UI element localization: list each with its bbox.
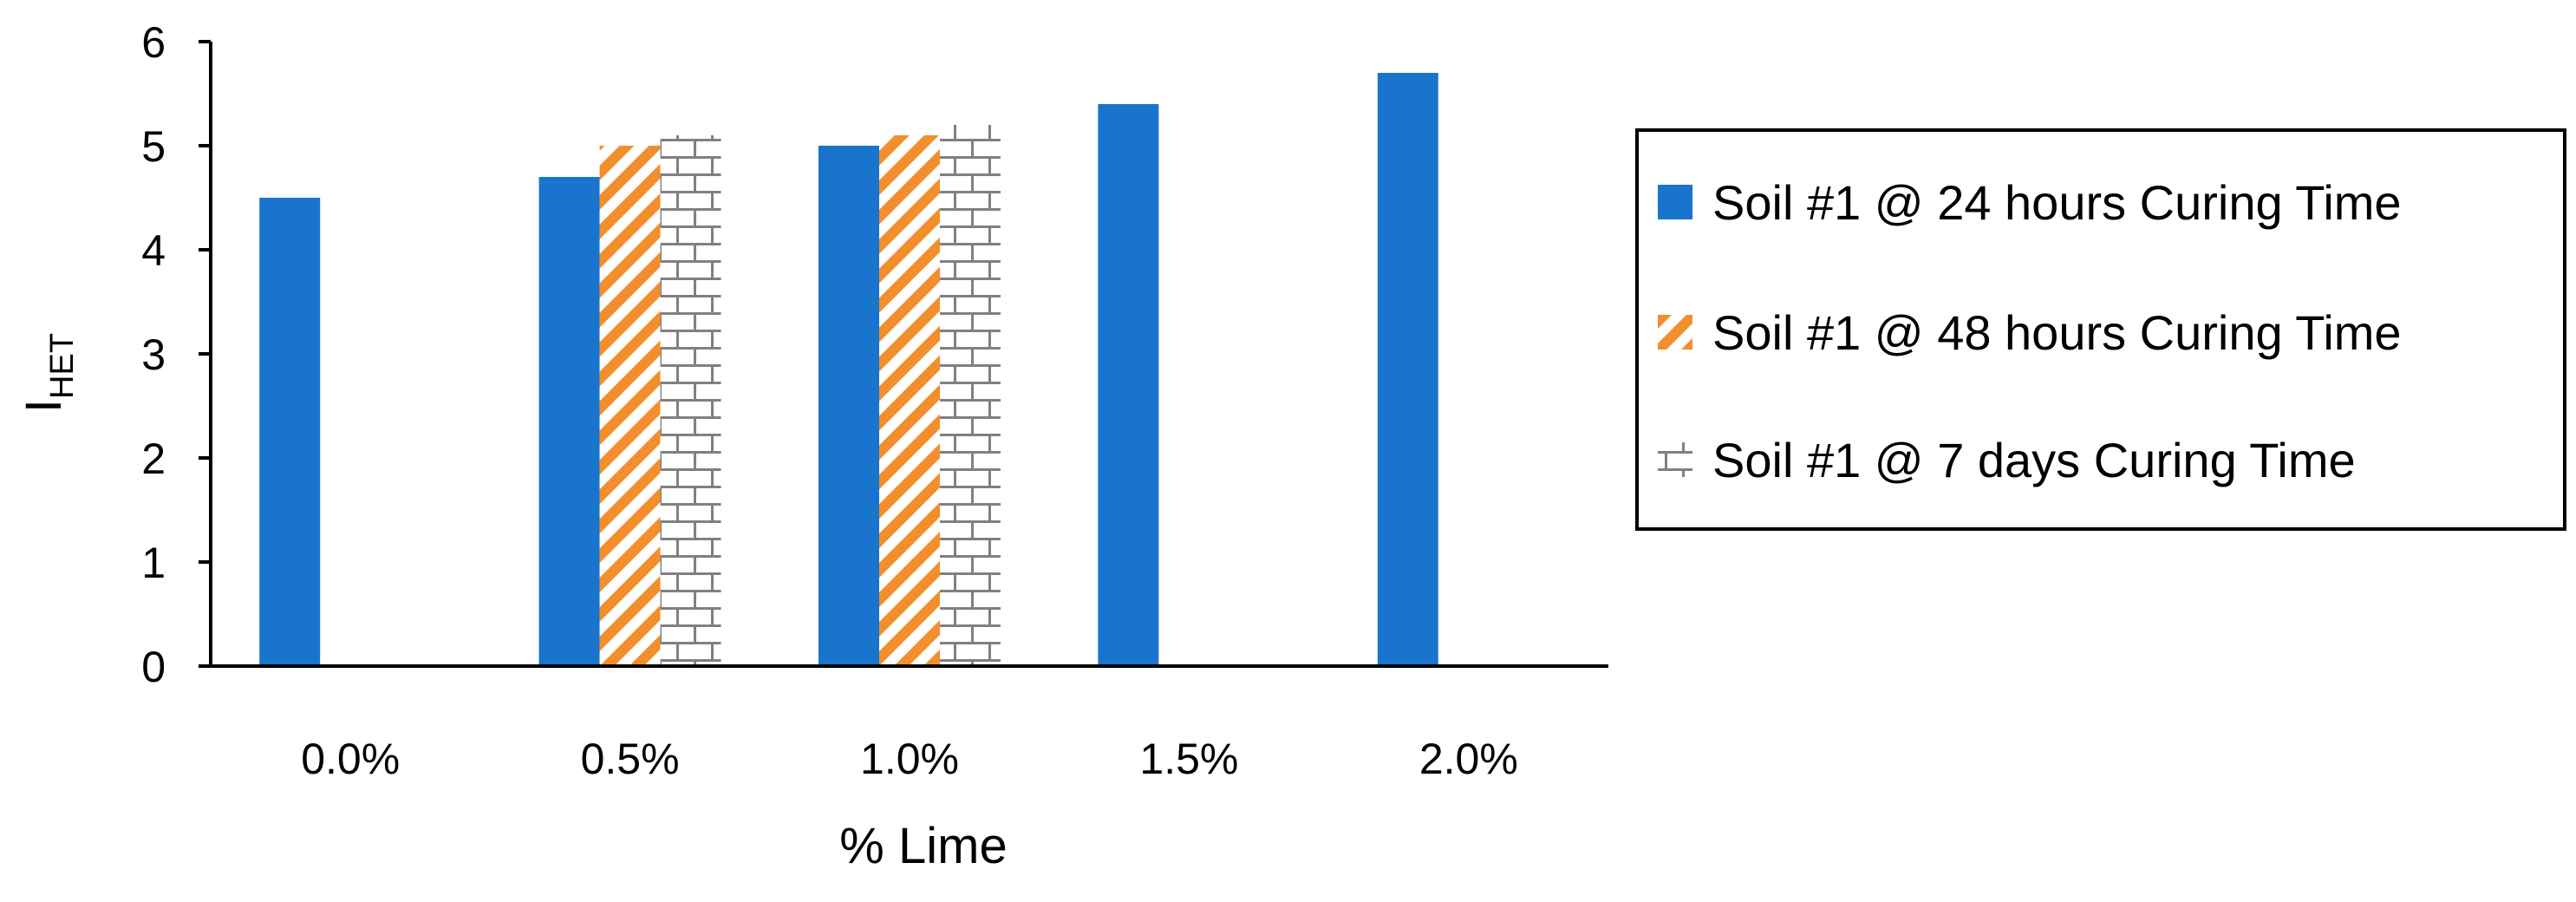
bar-3-3: [940, 125, 1001, 666]
y-tick-label-2: 2: [141, 435, 166, 483]
y-axis-title: IHET: [16, 333, 81, 413]
legend-border: [1635, 128, 2566, 531]
legend-swatch-3: [1658, 442, 1692, 477]
axes-layer: 0 1 2 3 4 5 6 0.0% 0.5% 1.0% 1.5% 2.0%: [141, 18, 1608, 783]
x-tick-label-3: 1.0%: [860, 735, 959, 783]
x-axis-title: % Lime: [839, 818, 1007, 874]
y-axis-title-sub: HET: [44, 333, 81, 399]
legend-swatch-2: [1658, 315, 1692, 350]
bar-2-2: [599, 146, 661, 666]
y-tick-label-5: 5: [141, 122, 166, 171]
legend: Soil #1 @ 24 hours Curing Time Soil #1 @ …: [1635, 128, 2566, 531]
bar-1-3: [818, 146, 879, 666]
x-tick-label-4: 1.5%: [1139, 735, 1238, 783]
bar-1-5: [1377, 73, 1438, 666]
y-tick-label-4: 4: [141, 226, 166, 275]
bar-2-3: [879, 135, 940, 666]
legend-label-1: Soil #1 @ 24 hours Curing Time: [1712, 175, 2402, 230]
x-tick-label-2: 0.5%: [581, 735, 680, 783]
bars-layer: [259, 73, 1438, 666]
x-tick-label-1: 0.0%: [301, 735, 400, 783]
y-tick-label-6: 6: [141, 18, 166, 67]
y-axis-title-main: I: [16, 399, 72, 413]
legend-label-2: Soil #1 @ 48 hours Curing Time: [1712, 305, 2402, 360]
y-tick-label-0: 0: [141, 643, 166, 691]
y-tick-label-1: 1: [141, 539, 166, 587]
bar-1-2: [538, 177, 600, 666]
x-tick-label-5: 2.0%: [1419, 735, 1518, 783]
bar-3-2: [660, 135, 721, 666]
bar-1-1: [259, 198, 321, 666]
bar-1-4: [1098, 104, 1159, 666]
legend-label-3: Soil #1 @ 7 days Curing Time: [1712, 433, 2356, 487]
y-tick-label-3: 3: [141, 330, 166, 379]
legend-swatch-1: [1658, 185, 1692, 219]
